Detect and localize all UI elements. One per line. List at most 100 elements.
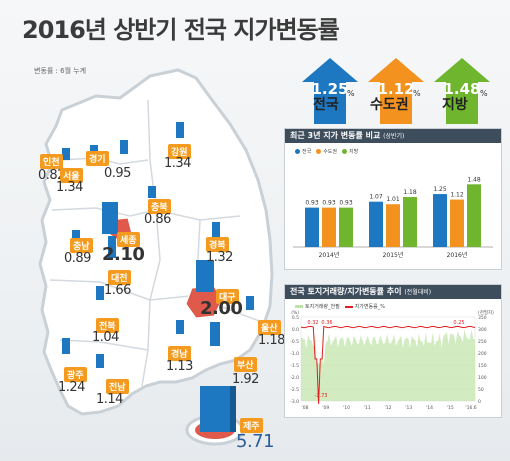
x-tick-label: 2014년 (319, 251, 340, 259)
line-chart: 0.5 0.0 -0.5 -1.0 -1.5 -2.0 -2.5 -3.0 350 300 250 2… (290, 309, 494, 411)
bar-gyeongnam (176, 320, 184, 334)
bar-data-label: 1.25 (433, 186, 447, 193)
region-label-gwangju: 광주 (64, 367, 87, 382)
bar-chungnam (72, 230, 80, 242)
x-tick-label: '15 (447, 405, 454, 411)
region-label-chungnam: 충남 (70, 238, 93, 253)
region-label-jeju: 제주 (240, 418, 263, 433)
bar-daegu (196, 260, 214, 292)
x-tick-label: 2016년 (447, 251, 468, 259)
region-label-seoul: 서울 (60, 168, 83, 183)
price-change-line (300, 325, 476, 405)
bar-gangwon (176, 122, 184, 138)
right-axis-tick: 250 (478, 339, 487, 345)
region-label-incheon: 인천 (40, 154, 63, 169)
summary-national: 1.25 (300, 56, 360, 126)
line-chart-legend: 토지거래량_천필 지가변동률_% (295, 303, 385, 310)
right-axis-tick: 0 (478, 399, 481, 405)
bar-전국-2016년 (433, 194, 447, 247)
right-axis-tick: 50 (478, 387, 484, 393)
summary-local-name: 지방 (442, 97, 468, 113)
region-label-chungbuk: 충북 (148, 199, 171, 214)
korea-map (38, 68, 274, 446)
volume-area (301, 329, 475, 401)
bar-chungbuk (148, 186, 156, 198)
left-axis-tick: -3.0 (290, 399, 299, 405)
region-value-ulsan: 1.18 (258, 333, 285, 348)
bar-incheon (62, 148, 70, 160)
region-value-jeju: 5.71 (236, 431, 275, 452)
region-label-gangwon: 강원 (168, 144, 191, 159)
x-tick-label: '11 (364, 405, 371, 411)
region-value-busan: 1.92 (232, 372, 259, 387)
bar-jeonnam (96, 354, 104, 368)
region-value-jeonbuk: 1.04 (92, 330, 119, 345)
bar-data-label: 1.01 (386, 196, 400, 203)
summary-national-pct: % (347, 89, 355, 98)
bar-수도권-2014년 (322, 207, 336, 247)
region-value-daegu: 2.00 (200, 298, 243, 319)
bar-data-label: 0.93 (322, 200, 336, 207)
region-value-sejong: 2.10 (102, 244, 145, 265)
region-label-busan: 부산 (234, 357, 257, 372)
up-arrow-icon (434, 58, 490, 124)
bar-지방-2014년 (339, 207, 353, 247)
left-axis-tick: -2.5 (290, 387, 299, 393)
bar-data-label: 1.48 (467, 176, 481, 183)
bar-전국-2015년 (369, 201, 383, 247)
bar-data-label: 0.93 (339, 200, 353, 207)
region-value-gyeonggi: 0.95 (104, 166, 131, 181)
left-axis-unit: (%) (291, 310, 299, 316)
right-axis-tick: 200 (478, 351, 487, 357)
region-label-daejeon: 대전 (108, 270, 131, 285)
summary-local: 1.48 (432, 56, 492, 126)
right-axis-tick: 300 (478, 327, 487, 333)
region-bars (62, 122, 254, 432)
annotation-label: 0.32 (307, 320, 318, 326)
up-arrow-icon (368, 58, 424, 124)
bar-ulsan (246, 296, 254, 310)
x-tick-label: 2015년 (383, 251, 404, 259)
region-label-gyeongbuk: 경북 (206, 237, 229, 252)
region-label-gyeongnam: 경남 (168, 346, 191, 361)
region-label-gyeonggi: 경기 (86, 151, 109, 166)
unit-note: 변동률 : 6월 누계 (34, 67, 87, 75)
summary-local-pct: % (480, 89, 488, 98)
bar-jeonbuk (96, 286, 104, 300)
x-tick-label: '10 (343, 405, 350, 411)
bar-data-label: 1.18 (403, 189, 417, 196)
bar-sejong (102, 202, 118, 234)
bar-busan (210, 322, 220, 346)
bar-chart-legend: 전국 수도권 지방 (295, 148, 358, 155)
summary-local-value: 1.48 (443, 80, 481, 98)
left-axis-tick: -0.5 (290, 339, 299, 345)
bar-gwangju (62, 338, 70, 354)
bar-지방-2016년 (467, 184, 481, 247)
x-tick-label: '16.6 (465, 405, 476, 411)
right-axis-unit: (천필지) (478, 309, 494, 316)
bar-전국-2014년 (305, 207, 319, 247)
bar-data-label: 1.07 (369, 194, 383, 201)
region-value-incheon: 0.82 (38, 168, 65, 183)
summary-national-value: 1.25 (311, 80, 349, 98)
bar-data-label: 1.12 (450, 192, 464, 199)
region-value-gyeongnam: 1.13 (166, 359, 193, 374)
region-value-gangwon: 1.34 (164, 156, 191, 171)
right-axis-tick: 100 (478, 375, 487, 381)
region-label-ulsan: 울산 (258, 320, 281, 335)
x-tick-label: '09 (322, 405, 329, 411)
x-tick-label: '12 (385, 405, 392, 411)
left-axis-tick: 0.0 (292, 327, 299, 333)
x-tick-label: '13 (405, 405, 412, 411)
region-value-chungnam: 0.89 (64, 251, 91, 266)
page-title: 2016년 상반기 전국 지가변동률 (22, 16, 340, 44)
bar-chart-title: 최근 3년 지가 변동률 비교 (상반기) (285, 129, 501, 143)
summary-capital-pct: % (413, 89, 421, 98)
bar-수도권-2015년 (386, 204, 400, 247)
bar-수도권-2016년 (450, 199, 464, 247)
left-axis-tick: -2.0 (290, 375, 299, 381)
bar-지방-2015년 (403, 197, 417, 247)
bar-gyeonggi (120, 140, 128, 154)
region-value-seoul: 1.34 (56, 180, 83, 195)
region-value-jeonnam: 1.14 (96, 392, 123, 407)
